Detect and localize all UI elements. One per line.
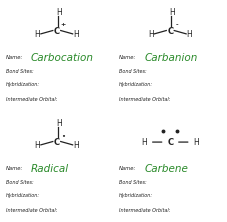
Text: Bond Sites:: Bond Sites: [6, 180, 33, 185]
Text: +: + [60, 22, 66, 28]
Text: Intermediate Orbital:: Intermediate Orbital: [119, 208, 170, 213]
Text: H: H [73, 141, 79, 150]
Text: H: H [170, 8, 175, 17]
Text: •: • [61, 133, 65, 139]
Text: Hybridization:: Hybridization: [119, 82, 153, 87]
Text: -: - [175, 22, 178, 28]
Text: Radical: Radical [31, 164, 69, 174]
Text: Intermediate Orbital:: Intermediate Orbital: [6, 208, 57, 213]
Text: C: C [167, 138, 173, 147]
Text: C: C [54, 27, 60, 36]
Text: C: C [167, 27, 173, 36]
Text: Bond Sites:: Bond Sites: [119, 180, 147, 185]
Text: Name:: Name: [6, 55, 23, 60]
Text: Bond Sites:: Bond Sites: [119, 69, 147, 74]
Text: H: H [141, 138, 147, 147]
Text: H: H [35, 141, 40, 150]
Text: Hybridization:: Hybridization: [6, 82, 40, 87]
Text: Intermediate Orbital:: Intermediate Orbital: [6, 97, 57, 102]
Text: H: H [148, 30, 154, 39]
Text: H: H [187, 30, 192, 39]
Text: Bond Sites:: Bond Sites: [6, 69, 33, 74]
Text: C: C [54, 138, 60, 147]
Text: H: H [193, 138, 199, 147]
Text: Hybridization:: Hybridization: [6, 193, 40, 198]
Text: H: H [73, 30, 79, 39]
Text: Hybridization:: Hybridization: [119, 193, 153, 198]
Text: Name:: Name: [119, 55, 136, 60]
Text: Name:: Name: [6, 166, 23, 171]
Text: H: H [56, 119, 62, 128]
Text: Carbene: Carbene [144, 164, 188, 174]
Text: H: H [35, 30, 40, 39]
Text: H: H [56, 8, 62, 17]
Text: Name:: Name: [119, 166, 136, 171]
Text: Carbanion: Carbanion [144, 53, 197, 63]
Text: Intermediate Orbital:: Intermediate Orbital: [119, 97, 170, 102]
Text: Carbocation: Carbocation [31, 53, 94, 63]
